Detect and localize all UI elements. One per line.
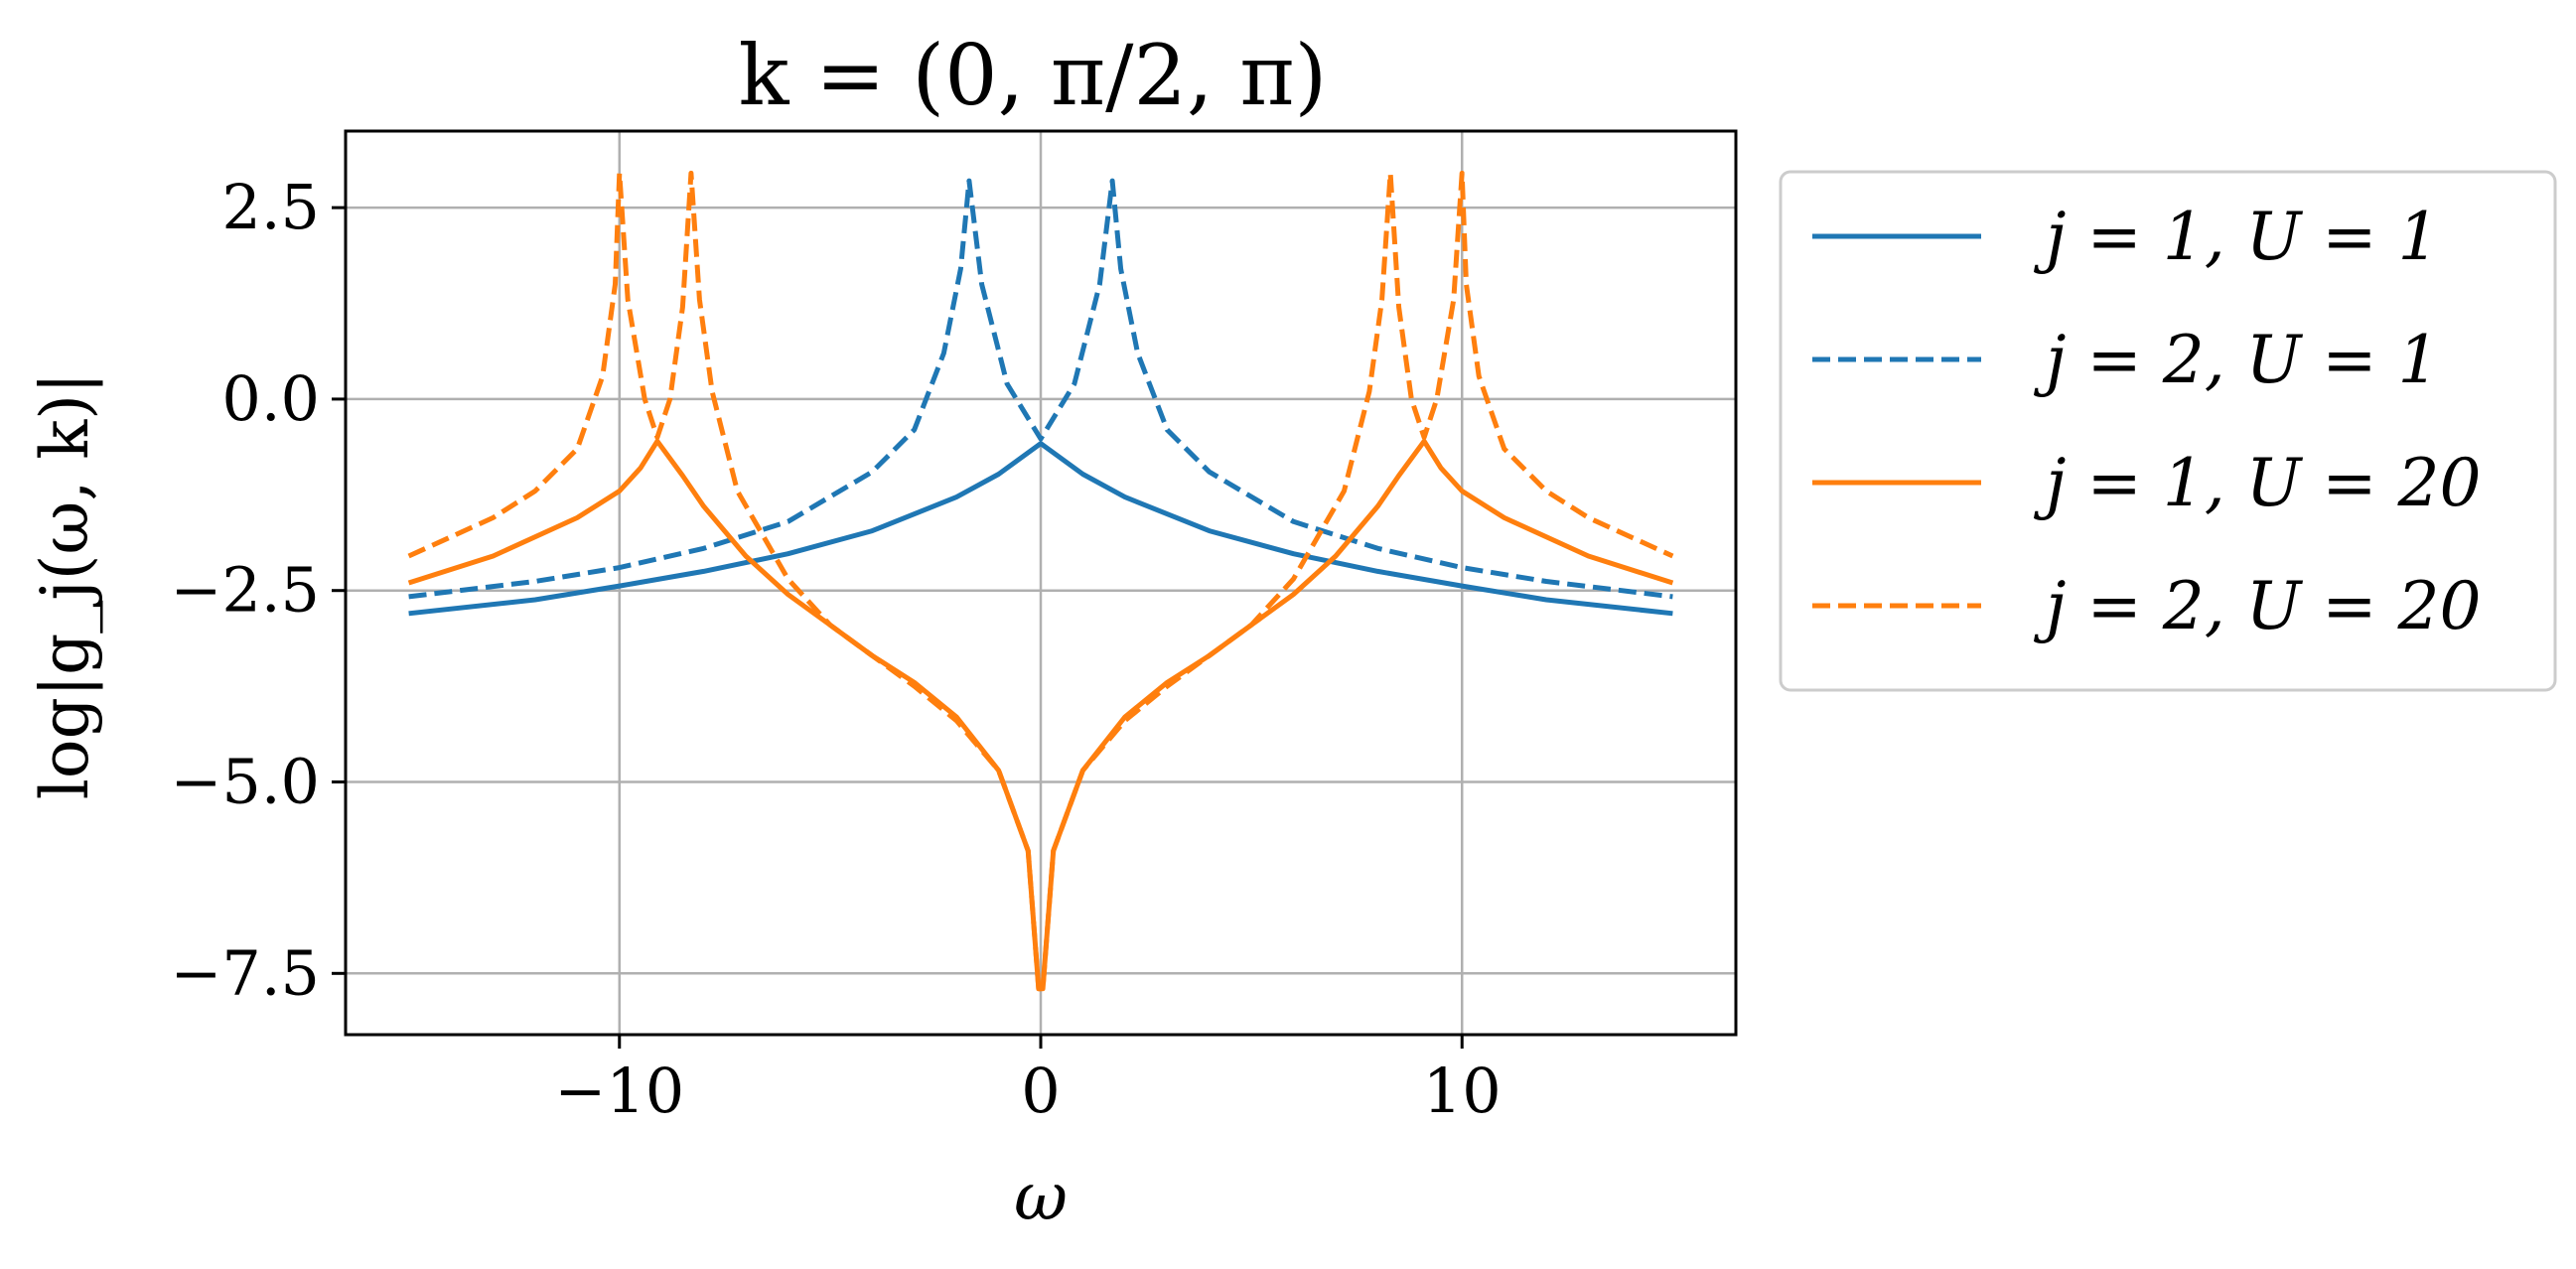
x-tick-label: 0 xyxy=(1021,1055,1060,1127)
x-axis-label: ω xyxy=(1014,1159,1068,1235)
legend-label-3: j = 1, U = 20 xyxy=(2033,445,2482,521)
y-tick-label: −7.5 xyxy=(170,936,320,1009)
legend-label-4: j = 2, U = 20 xyxy=(2033,568,2482,644)
series-layer xyxy=(407,170,1674,992)
grid xyxy=(346,131,1736,1035)
chart-title: k = (0, π/2, π) xyxy=(739,27,1328,124)
y-tick-label: −5.0 xyxy=(170,746,320,818)
legend-label-1: j = 1, U = 1 xyxy=(2033,199,2440,275)
x-tick-label: −10 xyxy=(554,1055,684,1127)
legend-label-2: j = 2, U = 1 xyxy=(2033,322,2440,398)
series-line-4 xyxy=(407,170,1674,992)
y-axis-label: log|g_j(ω, k)| xyxy=(27,372,103,800)
y-tick-label: 0.0 xyxy=(221,362,320,435)
series-line-1 xyxy=(408,441,1673,617)
tick-layer: −10 0 10 2.5 0.0 −2.5 −5.0 −7.5 xyxy=(170,171,1501,1127)
legend-box xyxy=(1779,170,2557,692)
legend: j = 1, U = 1 j = 2, U = 1 j = 1, U = 20 j =… xyxy=(1779,170,2557,692)
y-tick-label: −2.5 xyxy=(170,554,320,627)
y-tick-label: 2.5 xyxy=(221,171,320,243)
series-line-2 xyxy=(408,178,1673,600)
x-tick-label: 10 xyxy=(1423,1055,1502,1127)
